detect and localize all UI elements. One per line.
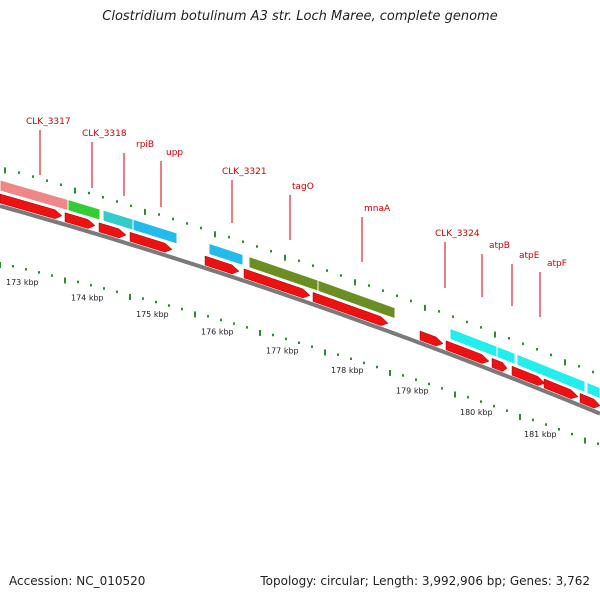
cds-arrow [579, 393, 600, 409]
kbp-label: 175 kbp [136, 310, 169, 319]
cds-arrow [243, 268, 311, 299]
gene-label-layer: CLK_3317 CLK_3318 rpiB upp CLK_3321 tagO mnaA C… [26, 117, 567, 317]
kbp-label: 174 kbp [71, 293, 104, 302]
cds-arrow [0, 193, 63, 219]
cds-arrow [511, 365, 546, 386]
gene-label: CLK_3324 [435, 229, 480, 239]
backbone-track [0, 204, 600, 416]
backbone-line [0, 204, 600, 416]
cds-arrow [419, 330, 444, 347]
kbp-label: 181 kbp [524, 430, 557, 439]
cds-arrow [543, 378, 579, 400]
gene-label: atpE [519, 251, 540, 261]
inner-tick-track [0, 262, 599, 445]
cds-arrow [491, 358, 508, 372]
kbp-label: 178 kbp [331, 366, 364, 375]
cds-arrow [445, 340, 490, 364]
gene-label: CLK_3318 [82, 129, 127, 139]
gene-box [67, 198, 101, 221]
genome-summary: Topology: circular; Length: 3,992,906 bp… [260, 574, 590, 588]
cds-arrow [98, 222, 127, 239]
gene-box [586, 381, 600, 400]
gene-label: CLK_3321 [222, 167, 267, 177]
kbp-label: 173 kbp [6, 278, 39, 287]
gene-label: atpF [547, 259, 567, 269]
cds-arrow [129, 231, 173, 253]
gene-label: atpB [489, 241, 510, 251]
gene-box [516, 353, 586, 394]
gene-label: CLK_3317 [26, 117, 71, 127]
gene-box [208, 242, 244, 267]
cds-arrow [64, 212, 96, 229]
outer-tick-track [4, 167, 594, 374]
gene-track [0, 179, 600, 400]
gene-box [496, 345, 516, 366]
kbp-label: 180 kbp [460, 408, 493, 417]
cds-arrow [204, 255, 240, 275]
gene-box [317, 279, 396, 320]
gene-label: tagO [292, 182, 314, 192]
gene-label: upp [166, 148, 183, 158]
cds-arrow-track [0, 193, 600, 409]
kbp-label: 177 kbp [266, 346, 299, 355]
accession-label: Accession: NC_010520 [9, 574, 146, 588]
cds-arrow [312, 292, 389, 326]
kbp-scale-layer: 173 kbp 174 kbp 175 kbp 176 kbp 177 kbp 178 k… [6, 278, 557, 439]
gene-label: rpiB [136, 140, 154, 150]
kbp-label: 179 kbp [396, 387, 429, 396]
genome-title: Clostridium botulinum A3 str. Loch Maree… [102, 9, 498, 24]
gene-box [132, 218, 178, 245]
gene-label: mnaA [364, 204, 391, 214]
kbp-label: 176 kbp [201, 328, 234, 337]
